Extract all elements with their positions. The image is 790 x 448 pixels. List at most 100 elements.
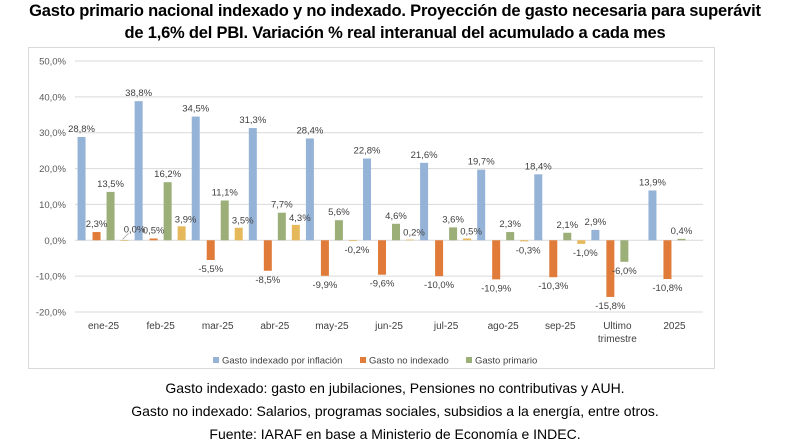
y-tick-label: 50,0% [39, 57, 66, 68]
bar-series-1 [477, 169, 486, 241]
bar-series-1 [305, 138, 314, 241]
bar-series-3 [563, 232, 572, 241]
data-label: -10,3% [538, 281, 569, 292]
data-label: 2,3% [86, 219, 108, 230]
data-label: 11,1% [212, 187, 239, 198]
bar-series-2 [263, 240, 272, 271]
x-category-label: mar-25 [202, 321, 234, 332]
bar-series-1 [648, 190, 657, 241]
bar-series-4 [348, 240, 357, 242]
footnote-source: Fuente: IARAF en base a Ministerio de Ec… [209, 426, 581, 442]
data-label: 13,9% [639, 177, 666, 188]
bar-series-3 [106, 191, 115, 241]
data-label: -10,9% [481, 283, 512, 294]
data-label: 2,3% [499, 219, 521, 230]
y-tick-label: 30,0% [39, 128, 66, 139]
bar-series-4 [234, 227, 243, 241]
bar-series-1 [591, 229, 600, 241]
bar-series-3 [220, 200, 229, 241]
x-category-label: ago-25 [488, 321, 520, 332]
data-label: 3,6% [442, 214, 464, 225]
data-label: -0,3% [516, 245, 541, 256]
bar-series-1 [191, 116, 200, 241]
data-label: -9,6% [370, 279, 395, 290]
bar-series-1 [363, 158, 371, 241]
bar-series-3 [334, 220, 343, 241]
data-label: 3,9% [175, 214, 197, 225]
legend-label: Gasto primario [475, 356, 537, 367]
data-label: 4,3% [289, 213, 311, 224]
data-label: -8,5% [255, 275, 280, 286]
footnote-non-indexed: Gasto no indexado: Salarios, programas s… [131, 403, 659, 419]
bar-series-4 [463, 238, 472, 241]
data-label: -1,0% [573, 248, 598, 259]
legend-swatch [213, 357, 219, 363]
x-axis-categories: ene-25 feb-25 mar-25 abr-25 may-25 jun-25 jul-… [88, 321, 686, 345]
bar-series-1 [420, 162, 429, 241]
legend: Gasto indexado por inflación Gasto no ind… [213, 356, 537, 367]
data-label: 2,9% [585, 217, 607, 228]
data-label: -9,9% [312, 280, 337, 291]
y-tick-label: 20,0% [39, 164, 66, 175]
y-tick-label: 40,0% [39, 92, 66, 103]
leader-line [122, 233, 129, 240]
data-label: -0,2% [344, 245, 369, 256]
legend-label: Gasto no indexado [369, 356, 449, 367]
x-category-label: jul-25 [433, 321, 459, 332]
data-label: 0,2% [403, 228, 425, 239]
y-tick-label: -20,0% [36, 308, 67, 319]
data-label: -6,0% [612, 266, 637, 277]
x-category-label: 2025 [663, 321, 686, 332]
y-tick-label: -10,0% [36, 272, 67, 283]
bar-series-2 [320, 240, 329, 276]
data-label: 2,1% [556, 220, 578, 231]
data-label: 5,6% [328, 207, 350, 218]
bar-series-4 [177, 226, 186, 241]
bar-series-3 [449, 227, 458, 241]
bar-series-4 [291, 224, 300, 241]
gridlines [75, 60, 703, 313]
x-category-label: abr-25 [260, 321, 289, 332]
chart-title-line-2: de 1,6% del PBI. Variación % real intera… [124, 24, 666, 42]
x-category-label: feb-25 [146, 321, 175, 332]
bar-series-3 [506, 232, 515, 241]
bar-series-3 [163, 182, 172, 241]
data-label: 7,7% [271, 200, 293, 211]
bar-series-2 [149, 238, 158, 241]
bar-series-1 [248, 128, 257, 241]
bar-series-4 [406, 239, 414, 241]
bar-series-2 [206, 240, 215, 261]
data-labels: 28,8% 38,8% 34,5% 31,3% 28,4% 22,8% 21,6% 19,7%… [68, 88, 693, 312]
chart-title-line-1: Gasto primario nacional indexado y no in… [29, 2, 761, 20]
data-label: 3,5% [232, 216, 254, 227]
bar-series-4 [577, 240, 586, 244]
y-axis-ticks: 50,0% 40,0% 30,0% 20,0% 10,0% 0,0% -10,0% -20,0… [36, 57, 67, 319]
bar-series-2 [492, 240, 501, 280]
bar-series-2 [378, 240, 386, 275]
bar-series-2 [663, 240, 672, 280]
bar-series-4 [120, 240, 129, 241]
data-label: 4,6% [385, 211, 407, 222]
bar-series-2 [92, 232, 101, 241]
data-label: 0,5% [143, 225, 165, 236]
x-category-label: sep-25 [545, 321, 576, 332]
x-category-label: Ultimo [603, 321, 632, 332]
data-label: -15,8% [595, 301, 626, 312]
bar-series-2 [606, 240, 615, 297]
data-label: 19,7% [468, 157, 495, 168]
bar-series-3 [277, 212, 286, 241]
data-label: 13,5% [97, 179, 124, 190]
legend-swatch [360, 357, 366, 363]
data-label: 34,5% [182, 104, 209, 115]
legend-swatch [466, 357, 472, 363]
x-category-label: ene-25 [88, 321, 120, 332]
data-label: 31,3% [239, 115, 266, 126]
bar-series-2 [549, 240, 558, 278]
bar-series-3 [620, 240, 629, 262]
y-tick-label: 0,0% [44, 236, 66, 247]
chart-frame [28, 47, 715, 369]
bar-series-1 [134, 101, 143, 241]
y-tick-label: 10,0% [39, 200, 66, 211]
data-label: 0,4% [671, 226, 693, 237]
x-category-label: jun-25 [374, 321, 403, 332]
